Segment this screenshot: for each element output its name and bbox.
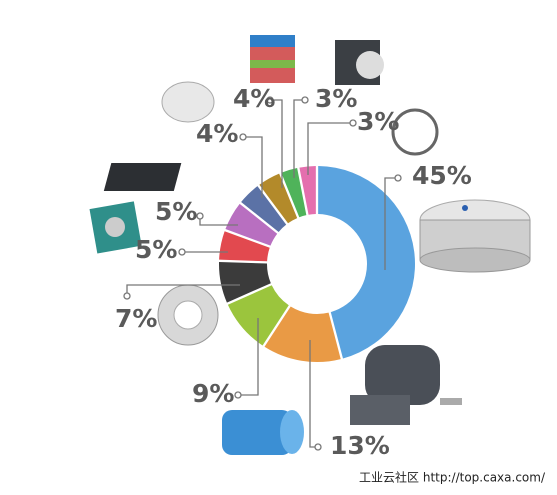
leader-dot [394,174,402,182]
data-label: 5% [155,197,197,226]
leader-dot [239,133,247,141]
donut-segment [259,173,298,224]
donut-segment [281,168,307,218]
data-label: 45% [412,161,472,190]
leader-line [243,136,263,198]
leader-dot [178,248,186,256]
donut-segment [299,166,316,215]
watermark: 工业云社区 http://top.caxa.com/ [359,470,546,485]
data-label: 4% [233,84,275,113]
donut-segment [227,285,289,346]
leader-dot [234,391,242,399]
leader-dot [349,119,357,127]
data-label: 4% [196,119,238,148]
leader-line [126,284,240,296]
leader-dot [314,443,322,451]
data-label: 3% [315,84,357,113]
leader-dot [301,96,309,104]
donut-segment [264,306,341,362]
donut-segment [225,203,278,246]
donut-segment [318,166,415,359]
leader-dot [196,212,204,220]
leader-line [238,318,259,396]
leader-line [384,177,398,270]
leader-line [293,99,305,178]
leader-dot [123,292,131,300]
donut-segment [219,262,271,303]
donut-segment [219,231,270,262]
leader-dot [266,96,274,104]
data-label: 13% [330,431,390,460]
data-label: 3% [357,107,399,136]
leader-line [270,99,283,188]
donut-segment [241,186,287,232]
data-label: 9% [192,379,234,408]
data-label: 7% [115,304,157,333]
data-label: 5% [135,235,177,264]
leader-line [307,122,353,175]
